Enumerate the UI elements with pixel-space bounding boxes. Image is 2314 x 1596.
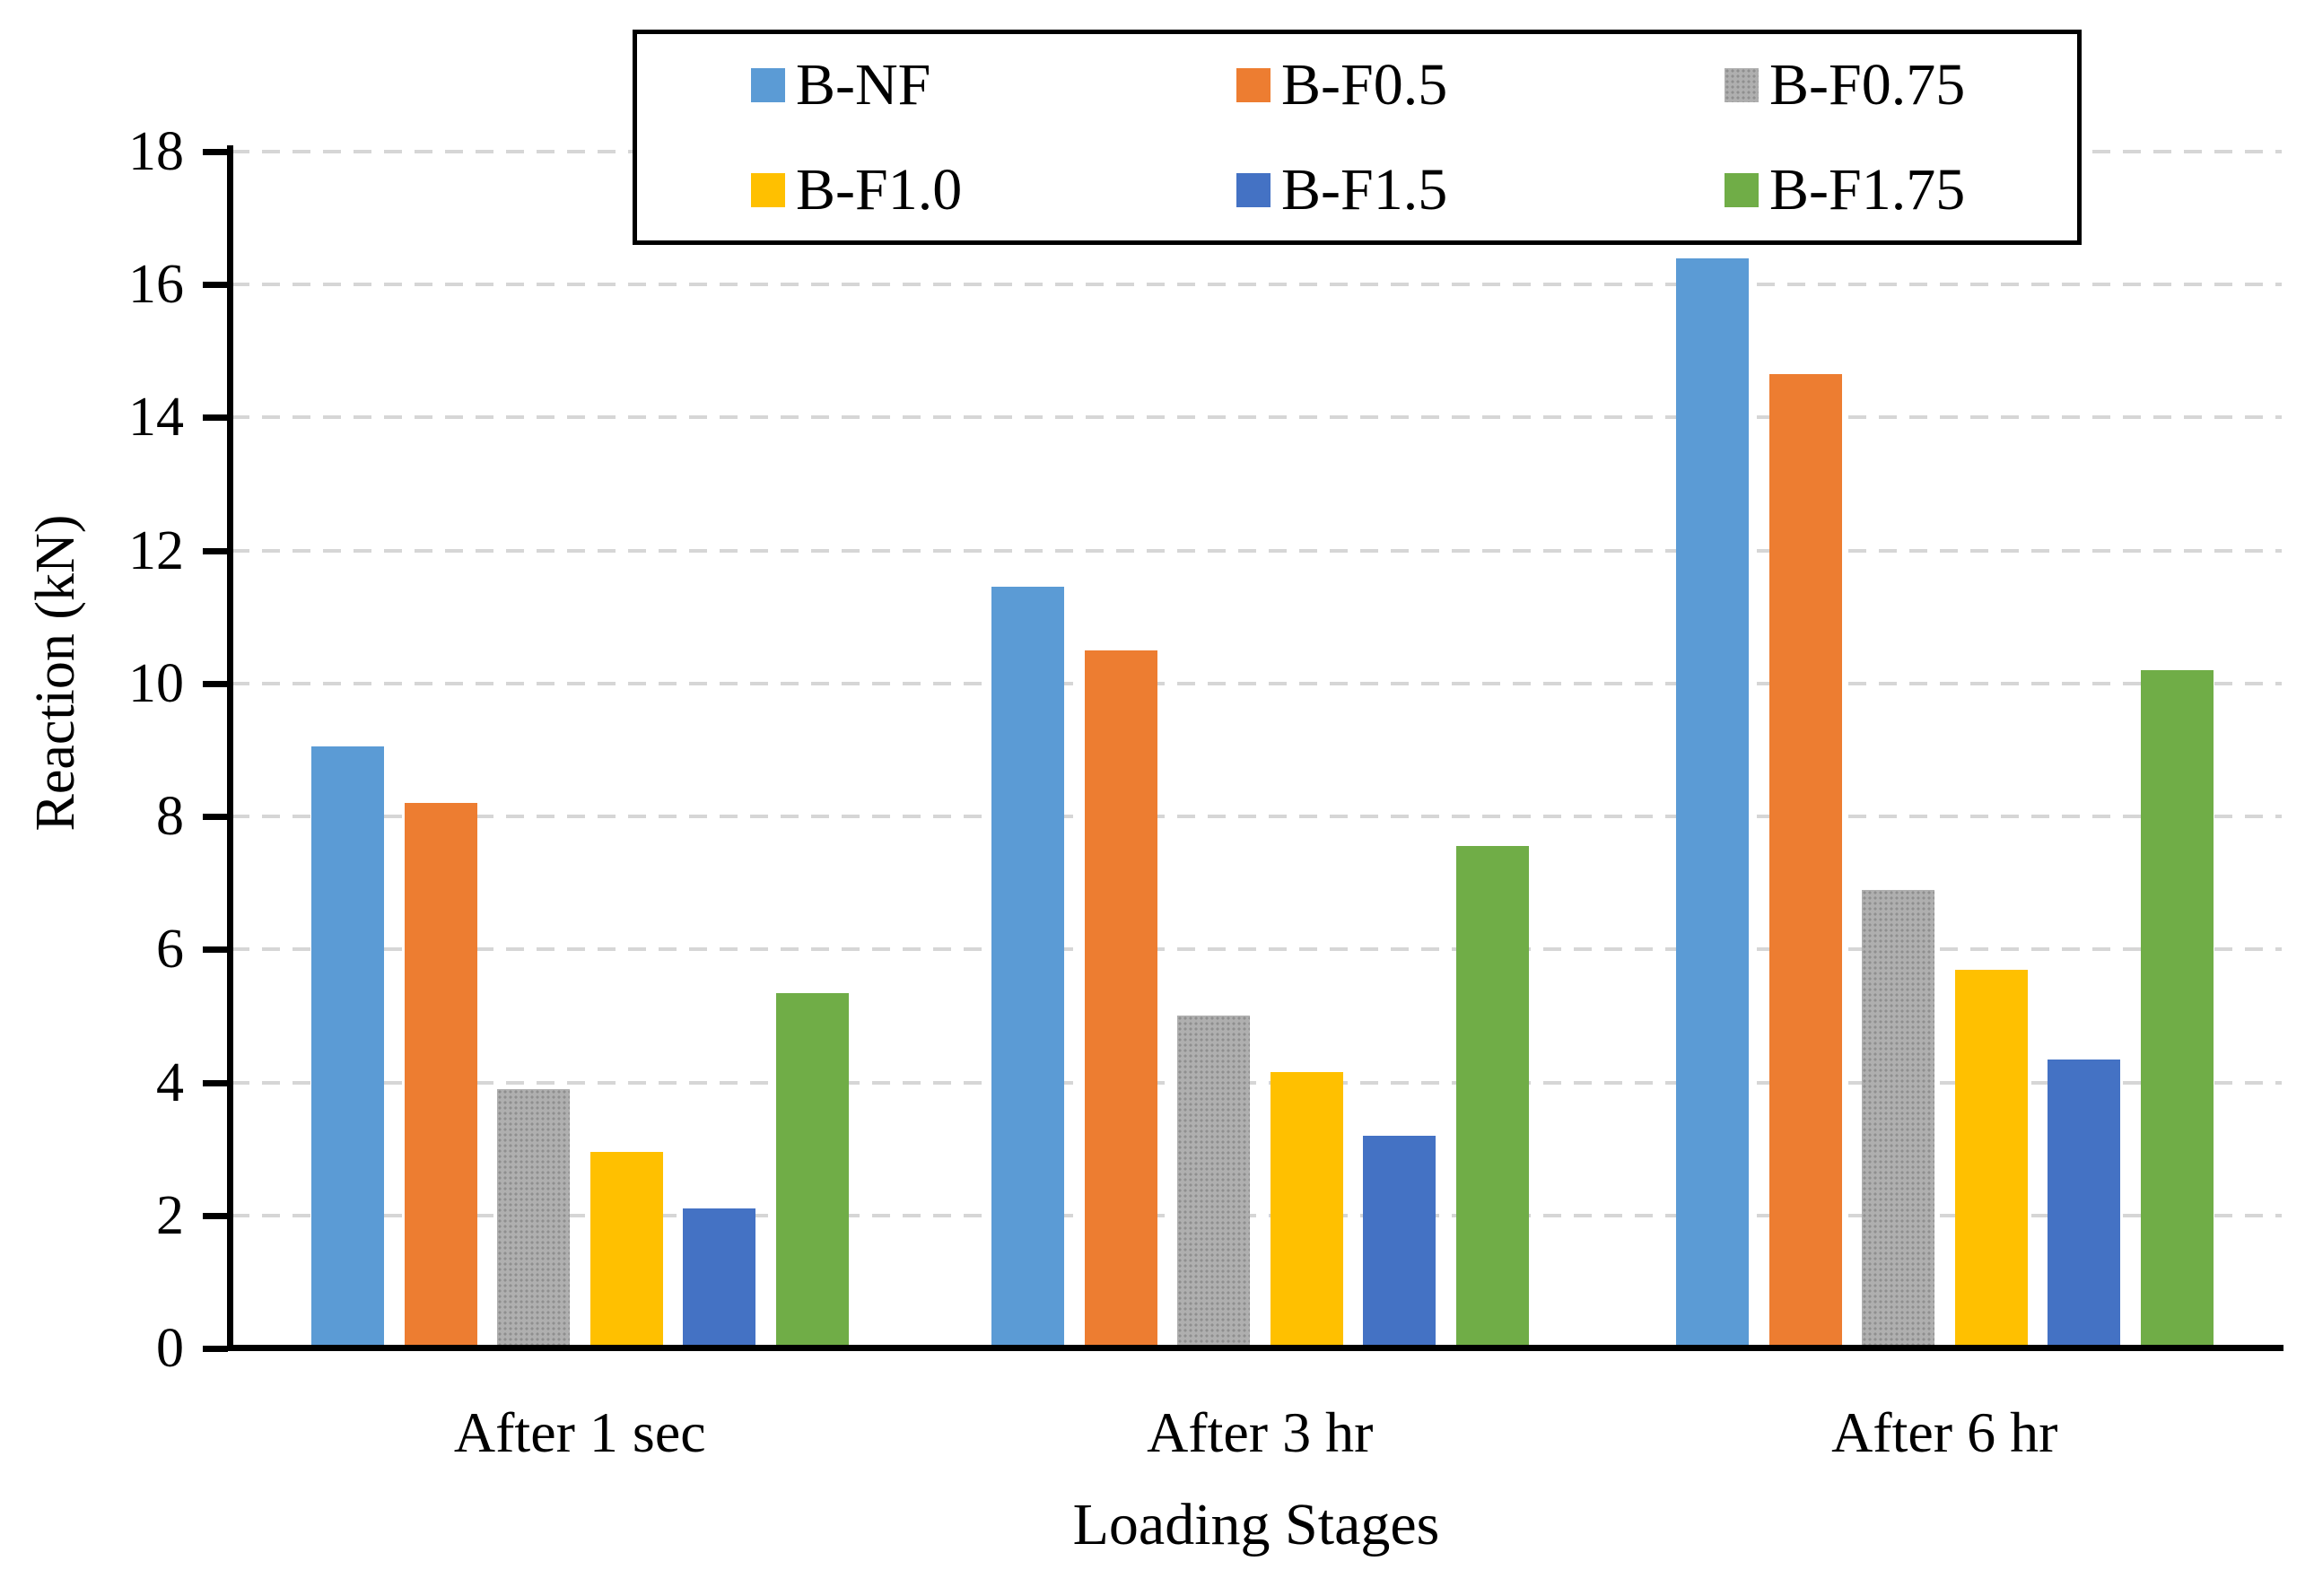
x-axis-title: Loading Stages [1072, 1492, 1440, 1557]
legend-swatch-B-NF [751, 68, 785, 102]
y-tick-label-6: 6 [156, 919, 184, 981]
y-tick-label-8: 8 [156, 786, 184, 848]
legend-label-B-F0.5: B-F0.5 [1281, 52, 1448, 118]
bar-B-F0.5-After-3-hr [1084, 650, 1157, 1348]
gridline-10 [231, 681, 2282, 685]
category-label-After-6-hr: After 6 hr [1831, 1400, 2058, 1464]
legend-item-B-F0.75: B-F0.75 [1725, 36, 1965, 135]
legend-item-B-NF: B-NF [751, 36, 930, 135]
y-tick-label-4: 4 [156, 1051, 184, 1113]
y-tick-10 [203, 680, 228, 687]
y-tick-label-12: 12 [128, 519, 184, 581]
bar-B-F1.5-After-3-hr [1363, 1135, 1436, 1348]
gridline-4 [231, 1080, 2282, 1085]
y-tick-18 [203, 149, 228, 155]
legend-swatch-B-F1.5 [1236, 173, 1271, 207]
y-axis-line [227, 145, 233, 1351]
bar-B-F0.75-After-3-hr [1177, 1016, 1250, 1348]
legend-item-B-F1.5: B-F1.5 [1236, 141, 1447, 240]
gridline-14 [231, 415, 2282, 420]
gridline-8 [231, 815, 2282, 819]
legend: B-NF B-F0.5 B-F0.75 B-F1.0 B-F1.5 B-F1.75 [633, 30, 2082, 245]
bar-B-F0.5-After-6-hr [1768, 374, 1842, 1348]
y-tick-label-0: 0 [156, 1318, 184, 1379]
y-tick-6 [203, 946, 228, 954]
gridline-16 [231, 283, 2282, 287]
bar-B-F1.75-After-1-sec [775, 992, 849, 1348]
bar-B-F0.5-After-1-sec [404, 803, 477, 1348]
y-tick-0 [203, 1346, 228, 1352]
legend-label-B-F1.0: B-F1.0 [796, 157, 963, 222]
legend-label-B-F0.75: B-F0.75 [1769, 52, 1966, 118]
bar-B-F0.75-After-6-hr [1862, 889, 1934, 1348]
y-tick-2 [203, 1212, 228, 1219]
y-tick-label-2: 2 [156, 1184, 184, 1246]
bar-B-F1.75-After-3-hr [1455, 846, 1529, 1348]
bar-B-F1.0-After-1-sec [589, 1152, 663, 1348]
y-tick-label-18: 18 [128, 121, 184, 182]
legend-swatch-B-F0.75 [1725, 68, 1759, 102]
legend-label-B-F1.75: B-F1.75 [1769, 157, 1966, 222]
gridline-6 [231, 947, 2282, 952]
y-tick-12 [203, 547, 228, 554]
legend-swatch-B-F1.0 [751, 173, 785, 207]
y-tick-label-16: 16 [128, 254, 184, 316]
y-tick-label-10: 10 [128, 652, 184, 714]
bar-B-NF-After-6-hr [1676, 257, 1749, 1348]
bar-B-F1.75-After-6-hr [2140, 670, 2214, 1348]
plot-area [231, 150, 2282, 1348]
y-tick-16 [203, 282, 228, 289]
bar-B-F1.5-After-6-hr [2048, 1059, 2120, 1348]
x-axis-line [227, 1345, 2283, 1351]
y-tick-4 [203, 1079, 228, 1086]
legend-item-B-F1.75: B-F1.75 [1725, 141, 1965, 240]
y-tick-label-14: 14 [128, 387, 184, 449]
bar-B-F0.75-After-1-sec [497, 1088, 570, 1348]
bar-B-NF-After-3-hr [991, 587, 1064, 1348]
legend-item-B-F0.5: B-F0.5 [1236, 36, 1447, 135]
category-label-After-1-sec: After 1 sec [453, 1400, 706, 1464]
bar-B-F1.0-After-3-hr [1270, 1072, 1343, 1348]
category-label-After-3-hr: After 3 hr [1147, 1400, 1374, 1464]
legend-swatch-B-F1.75 [1725, 173, 1759, 207]
legend-swatch-B-F0.5 [1236, 68, 1271, 102]
legend-label-B-NF: B-NF [796, 52, 931, 118]
legend-item-B-F1.0: B-F1.0 [751, 141, 962, 240]
bar-B-F1.0-After-6-hr [1954, 969, 2028, 1348]
legend-label-B-F1.5: B-F1.5 [1281, 157, 1448, 222]
bar-B-F1.5-After-1-sec [683, 1208, 755, 1348]
gridline-2 [231, 1213, 2282, 1217]
bar-B-NF-After-1-sec [311, 746, 384, 1348]
gridline-12 [231, 548, 2282, 553]
y-tick-14 [203, 414, 228, 422]
y-tick-8 [203, 814, 228, 821]
